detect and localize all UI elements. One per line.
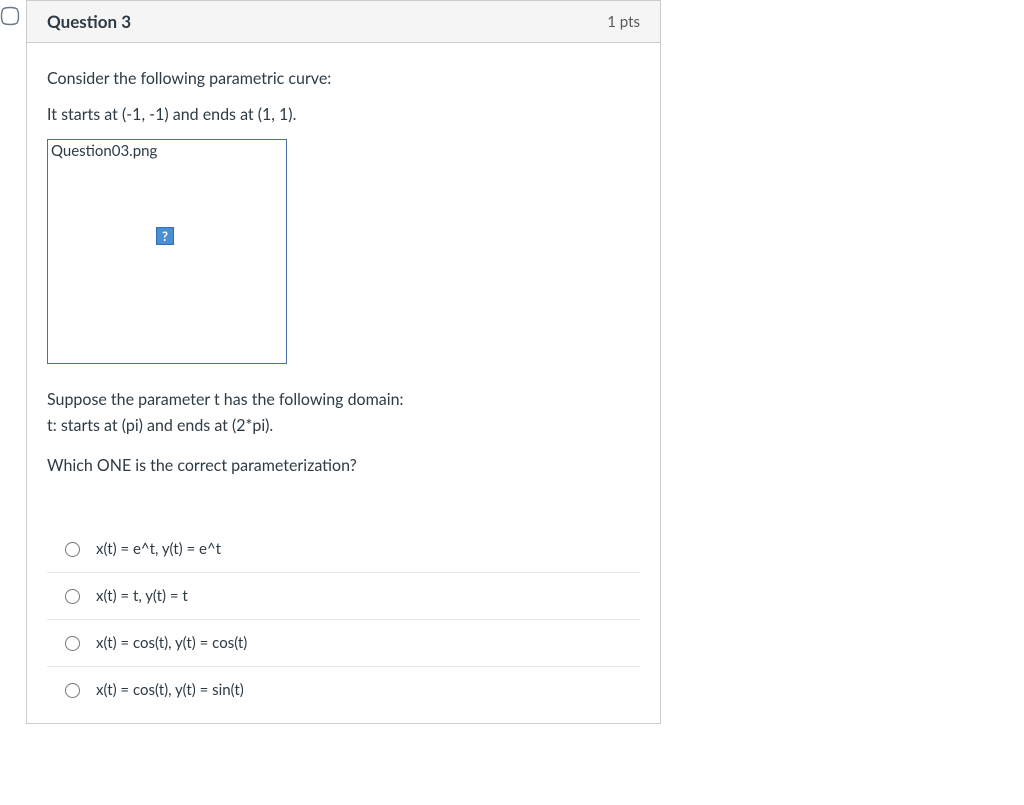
question-startend-text: It starts at (-1, -1) and ends at (1, 1)… <box>47 103 640 127</box>
question-header: Question 3 1 pts <box>27 1 660 43</box>
answer-label: x(t) = t, y(t) = t <box>96 587 188 605</box>
question-image-placeholder: Question03.png ? <box>47 139 287 364</box>
question-status-icon <box>0 6 20 26</box>
answer-option[interactable]: x(t) = cos(t), y(t) = sin(t) <box>47 667 640 713</box>
question-prompt: Which ONE is the correct parameterizatio… <box>47 454 640 478</box>
question-title: Question 3 <box>47 11 131 32</box>
question-image-alt: Question03.png <box>51 142 157 160</box>
answer-radio[interactable] <box>65 589 80 604</box>
answer-radio[interactable] <box>65 636 80 651</box>
answer-list: x(t) = e^t, y(t) = e^t x(t) = t, y(t) = … <box>47 526 640 713</box>
question-body: Consider the following parametric curve:… <box>27 43 660 723</box>
domain-text-line1: Suppose the parameter t has the followin… <box>47 388 640 412</box>
broken-image-icon: ? <box>156 227 174 245</box>
question-intro-text: Consider the following parametric curve: <box>47 67 640 91</box>
answer-radio[interactable] <box>65 683 80 698</box>
question-card: Question 3 1 pts Consider the following … <box>26 0 661 724</box>
answer-option[interactable]: x(t) = t, y(t) = t <box>47 573 640 620</box>
answer-option[interactable]: x(t) = e^t, y(t) = e^t <box>47 526 640 573</box>
answer-label: x(t) = e^t, y(t) = e^t <box>96 540 221 558</box>
question-points: 1 pts <box>607 13 640 31</box>
answer-option[interactable]: x(t) = cos(t), y(t) = cos(t) <box>47 620 640 667</box>
domain-text-line2: t: starts at (pi) and ends at (2*pi). <box>47 414 640 438</box>
answer-label: x(t) = cos(t), y(t) = sin(t) <box>96 681 244 699</box>
answer-label: x(t) = cos(t), y(t) = cos(t) <box>96 634 247 652</box>
answer-radio[interactable] <box>65 542 80 557</box>
